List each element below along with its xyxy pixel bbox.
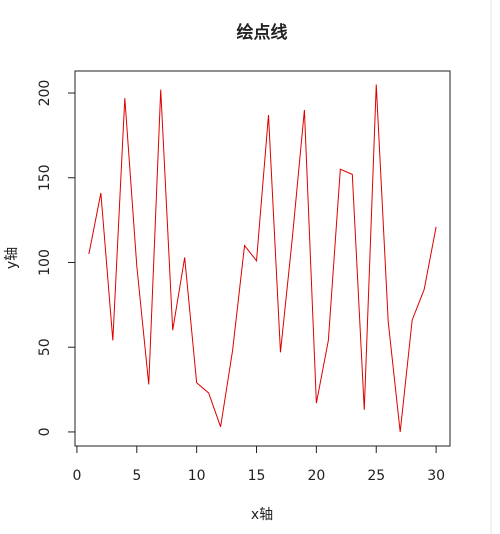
x-axis-label: x轴 [251, 507, 273, 523]
x-tick-label: 30 [427, 468, 445, 484]
x-tick-label: 25 [367, 468, 385, 484]
x-tick-label: 5 [132, 468, 141, 484]
x-tick-label: 15 [248, 468, 266, 484]
y-tick-label: 0 [37, 427, 53, 436]
y-tick-label: 200 [37, 80, 53, 107]
x-tick-label: 20 [307, 468, 325, 484]
y-axis-label: y轴 [4, 247, 20, 269]
y-tick-label: 100 [37, 249, 53, 276]
x-tick-label: 10 [188, 468, 206, 484]
data-line [88, 84, 437, 432]
y-tick-label: 50 [37, 338, 53, 356]
y-tick-label: 150 [37, 164, 53, 191]
x-tick-label: 0 [72, 468, 81, 484]
chart-title: 绘点线 [237, 22, 288, 43]
